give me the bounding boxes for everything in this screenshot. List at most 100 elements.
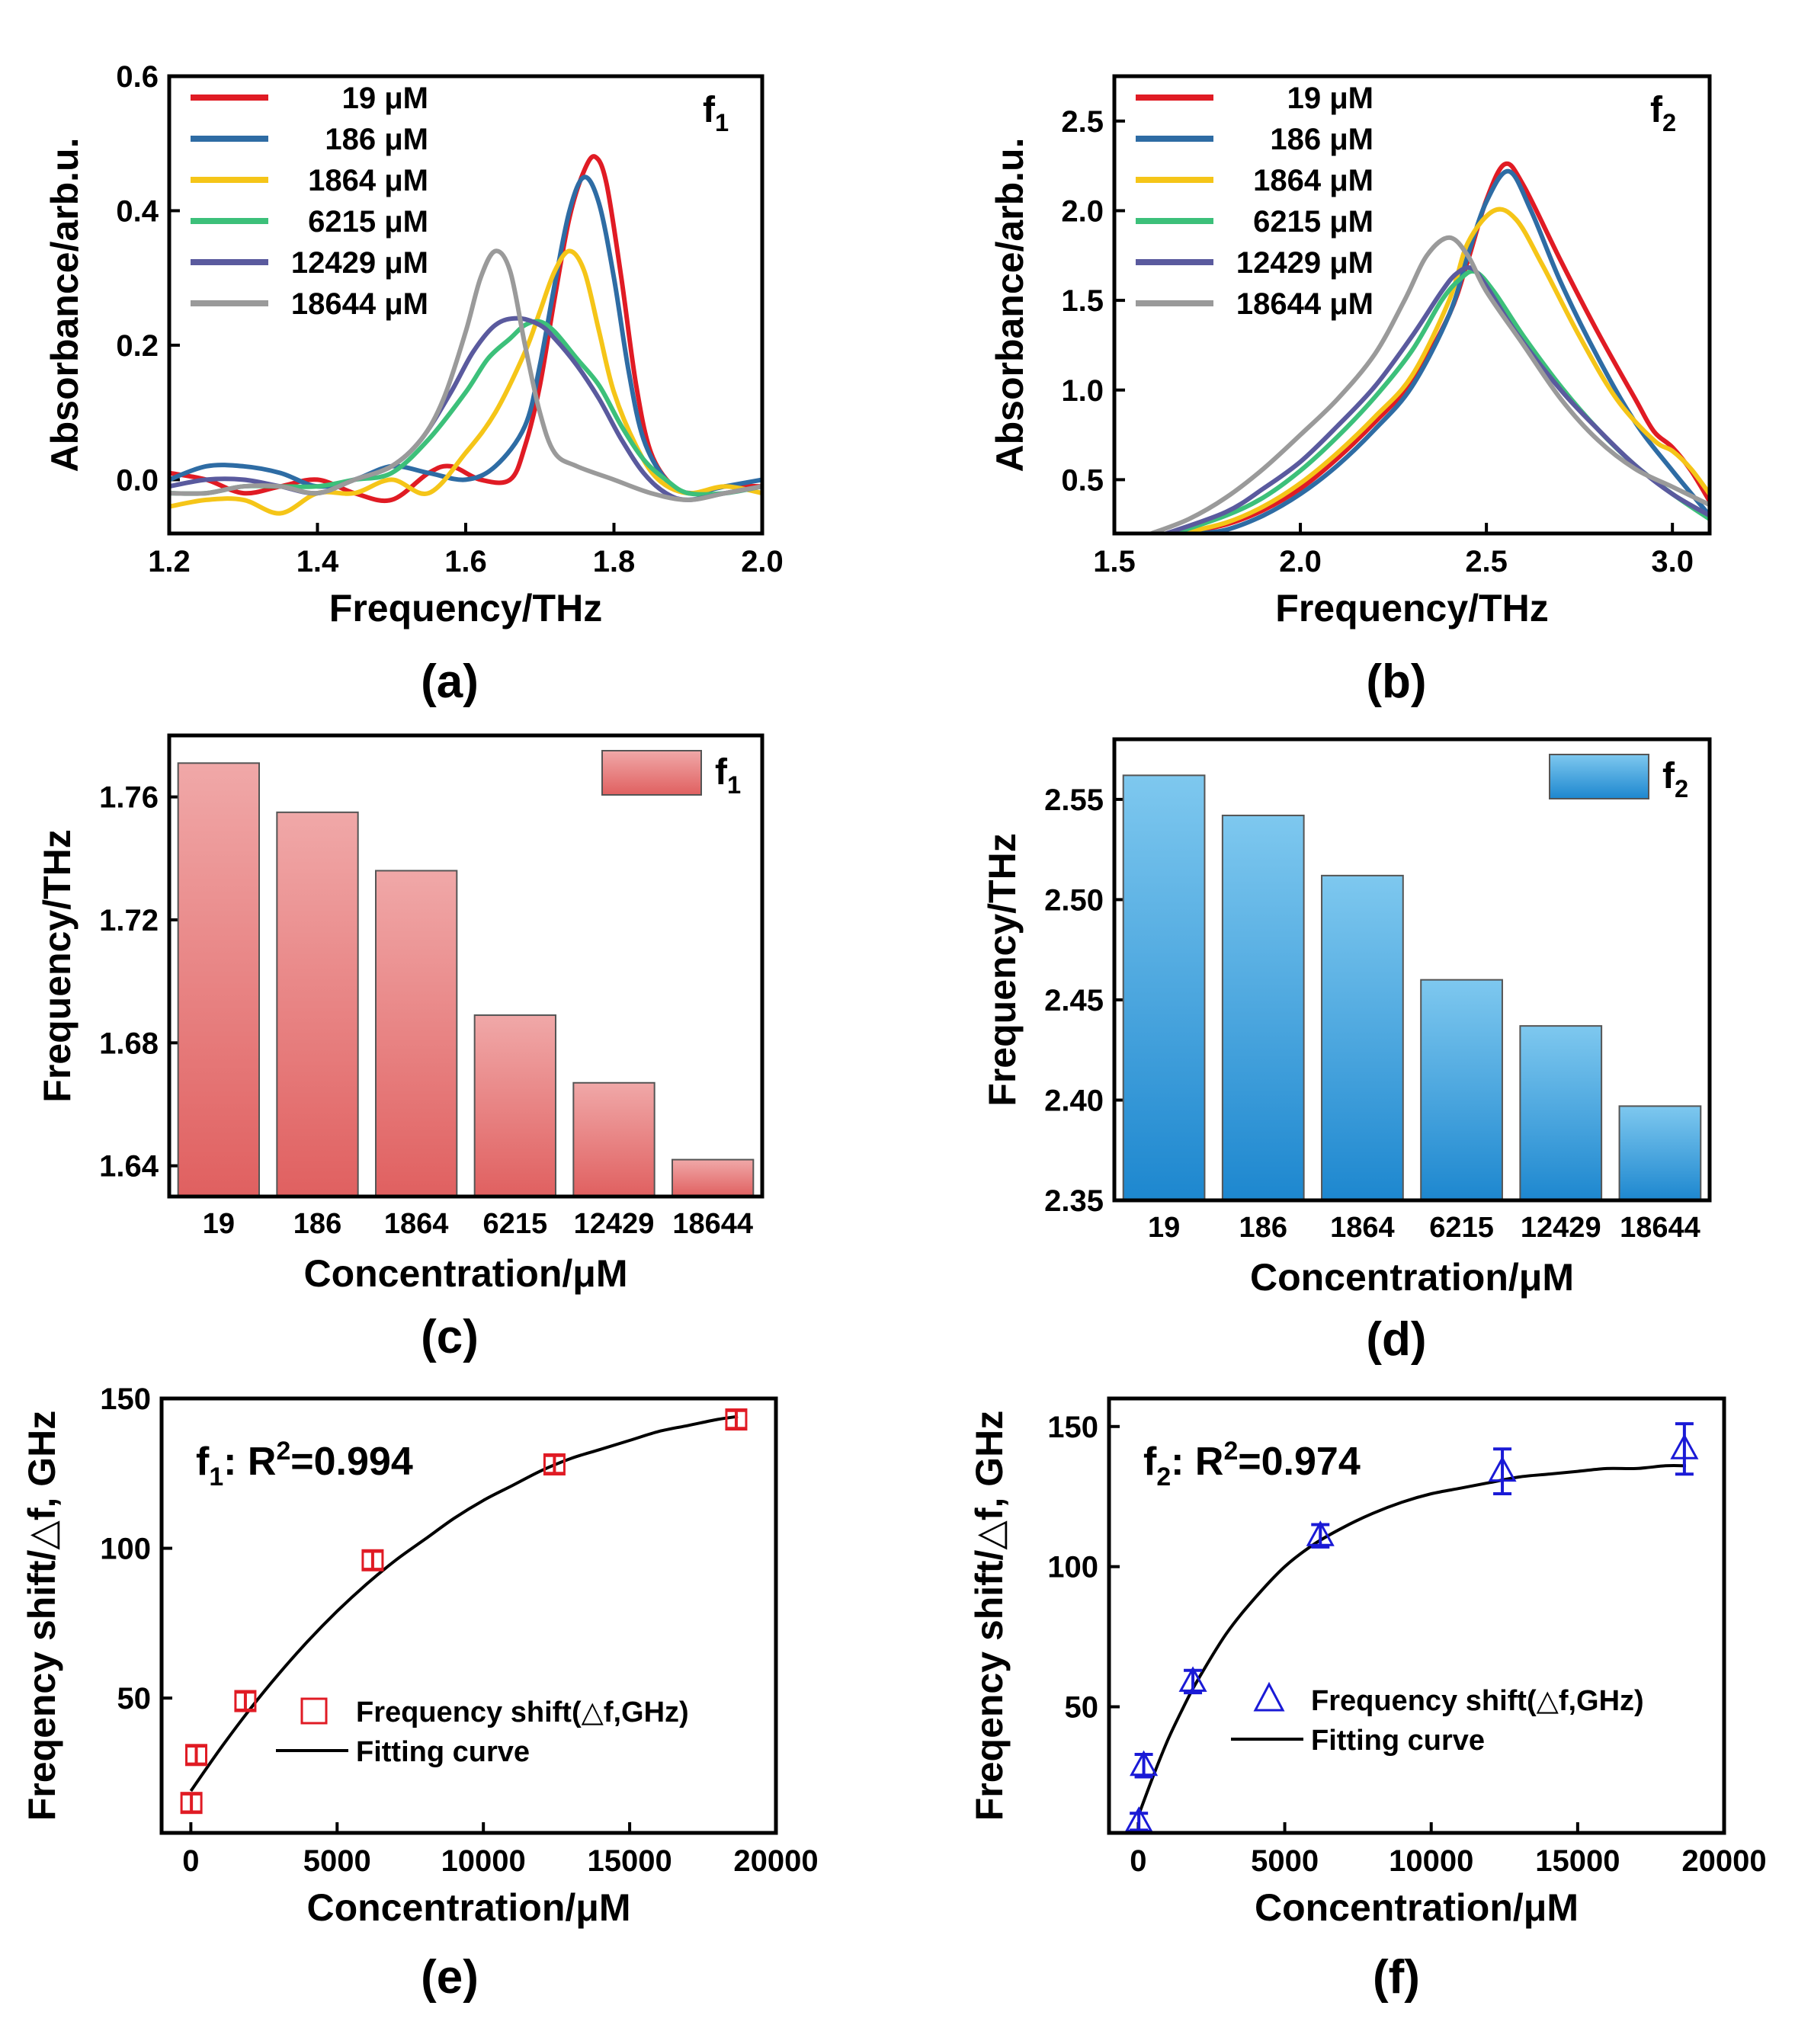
label-subscript: 2: [1662, 108, 1676, 136]
y-tick-label: 0.5: [1061, 463, 1104, 497]
y-tick-label: 1.68: [99, 1027, 159, 1060]
legend-label: f1: [715, 752, 741, 799]
legend-label-0: 19 μM: [1287, 82, 1373, 115]
bar-5: [1618, 1105, 1702, 1201]
annotation-sup: 2: [276, 1437, 290, 1466]
data-point-2: [234, 1690, 257, 1712]
legend-marker: [1253, 1681, 1285, 1712]
data-point-0: [180, 1792, 203, 1815]
legend-label-2: 1864 μM: [308, 164, 428, 197]
data-point-2: [1178, 1666, 1207, 1692]
y-tick-label: 2.40: [1044, 1084, 1104, 1117]
annotation-sup: 2: [1223, 1437, 1238, 1466]
panel-b: 1.5 2.0 2.5 3.0 0.5 1.0 1.5 2.0 2.5 Frequency/THz…: [989, 74, 1712, 708]
legend-label-3: 6215 μM: [1253, 205, 1373, 239]
legend-label-0: 19 μM: [342, 82, 428, 115]
x-tick-label: 1.8: [593, 545, 636, 578]
y-tick-label: 0.4: [116, 194, 159, 228]
x-tick-label: 20000: [733, 1844, 818, 1878]
panel-annotation: f2: [1650, 90, 1676, 136]
x-tick-label: 18644: [672, 1208, 753, 1240]
x-tick-label: 3.0: [1651, 545, 1694, 578]
series-line-4: [1164, 264, 1710, 533]
panel-label: (c): [421, 1311, 479, 1363]
y-tick-label: 100: [100, 1533, 151, 1566]
data-point-3: [361, 1549, 384, 1571]
data-point-0: [1124, 1806, 1153, 1832]
plot-frame: [159, 1396, 778, 1835]
legend-label-3: 6215 μM: [308, 205, 428, 239]
y-tick-label: 0.2: [116, 329, 159, 363]
bar-2: [1321, 874, 1404, 1201]
annotation-base: f: [1143, 1440, 1157, 1484]
legend-label-points: Frequency shift(△f,GHz): [356, 1696, 689, 1728]
x-tick-label: 19: [203, 1208, 235, 1240]
label-base: f: [703, 90, 716, 130]
series-line-5: [169, 248, 762, 502]
y-tick-label: 2.0: [1061, 194, 1104, 228]
legend-label-4: 12429 μM: [1236, 246, 1373, 280]
y-tick-label: 2.45: [1044, 984, 1104, 1017]
bar-0: [1122, 774, 1206, 1201]
x-tick-label: 5000: [303, 1844, 371, 1878]
legend-swatch: [1549, 754, 1649, 799]
legend-label-5: 18644 μM: [291, 287, 428, 321]
y-tick-label: 1.72: [99, 904, 159, 937]
panel-annotation: f1: [703, 90, 729, 136]
bar-3: [1420, 979, 1503, 1202]
series-line-3: [169, 319, 762, 497]
x-tick-label: 1864: [1330, 1212, 1395, 1244]
y-tick-label: 1.64: [99, 1150, 159, 1184]
plot-frame: [1107, 1396, 1726, 1835]
panel-label: (f): [1373, 1951, 1420, 2004]
plot-frame: [1112, 737, 1712, 1203]
x-tick-label: 2.5: [1465, 545, 1508, 578]
annotation-value: =0.994: [290, 1440, 413, 1484]
x-tick-label: 12429: [574, 1208, 655, 1240]
x-axis-title: Concentration/μM: [303, 1252, 627, 1295]
y-tick-label: 2.35: [1044, 1184, 1104, 1218]
data-point-4: [1488, 1456, 1517, 1482]
legend-label-1: 186 μM: [325, 123, 428, 156]
panel-d: 2.35 2.40 2.45 2.50 2.55 Concentration/μM Freq…: [981, 737, 1712, 1366]
bar-4: [1519, 1025, 1603, 1202]
bar-5: [672, 1158, 755, 1197]
x-axis-title: Frequency/THz: [329, 587, 602, 630]
plot-frame: [167, 733, 764, 1199]
bar-2: [375, 870, 458, 1197]
label-base: f: [1650, 90, 1663, 130]
panel-f: 0 5000 10000 15000 20000 50 100 150 Concentratio…: [968, 1396, 1767, 2004]
series-line-1: [1194, 168, 1710, 533]
x-tick-label: 19: [1148, 1212, 1180, 1244]
x-axis-title: Frequency/THz: [1275, 587, 1548, 630]
legend-label: f2: [1662, 756, 1688, 803]
x-tick-label: 6215: [1429, 1212, 1494, 1244]
x-tick-label: 6215: [483, 1208, 548, 1240]
x-tick-label: 0: [182, 1844, 199, 1878]
legend-label-fit: Fitting curve: [356, 1736, 530, 1768]
x-tick-label: 10000: [1389, 1844, 1473, 1878]
panel-c: 1.64 1.68 1.72 1.76 Concentration/μM Frequenc…: [36, 733, 764, 1363]
x-tick-label: 20000: [1681, 1844, 1766, 1878]
data-point-1: [185, 1744, 208, 1767]
x-tick-label: 1.4: [296, 545, 339, 578]
r-squared-annotation: f1: R2=0.994: [196, 1437, 413, 1491]
y-tick-label: 50: [1065, 1691, 1099, 1725]
x-tick-label: 15000: [587, 1844, 672, 1878]
x-axis-title: Concentration/μM: [306, 1886, 630, 1929]
bar-1: [1221, 814, 1305, 1202]
x-tick-label: 2.0: [741, 545, 784, 578]
annotation-rest: : R: [223, 1440, 276, 1484]
y-tick-label: 1.5: [1061, 284, 1104, 318]
legend-swatch: [601, 750, 702, 796]
y-tick-label: 1.0: [1061, 374, 1104, 408]
annotation-base: f: [196, 1440, 210, 1484]
x-tick-label: 15000: [1535, 1844, 1620, 1878]
data-point-5: [725, 1408, 748, 1431]
data-point-3: [1306, 1520, 1335, 1546]
panel-label: (e): [421, 1951, 479, 2004]
r-squared-annotation: f2: R2=0.974: [1143, 1437, 1361, 1491]
bar-3: [473, 1014, 556, 1197]
legend-label-2: 1864 μM: [1253, 164, 1373, 197]
